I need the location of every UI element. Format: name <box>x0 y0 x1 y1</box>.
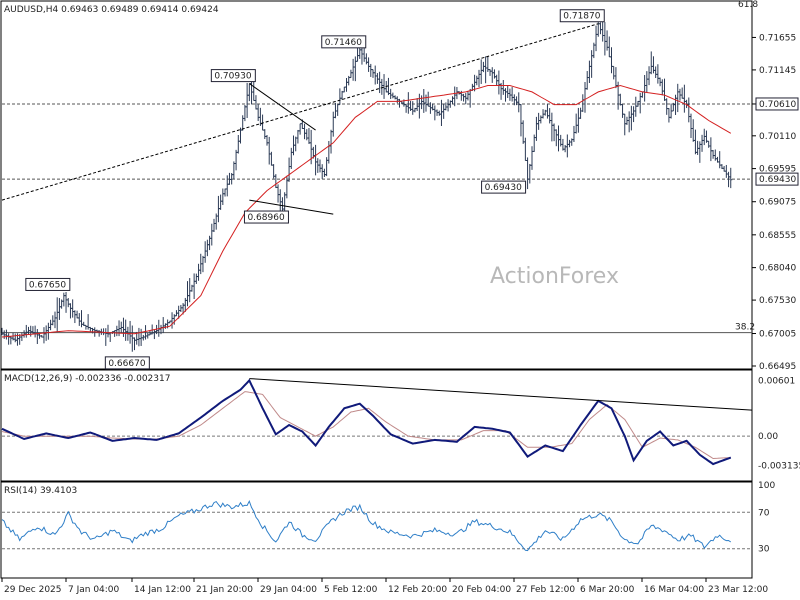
fib-61-8-label: 61.8 <box>738 0 758 10</box>
macd-tick-label-1: 0.00 <box>758 432 778 442</box>
price-annotation-box-1 <box>104 356 150 370</box>
x-tick-label-7: 20 Feb 04:00 <box>452 585 511 595</box>
macd-layer: 0.00601 0.00 -0.003135 <box>1 376 800 471</box>
macd-main-line <box>1 378 732 466</box>
x-tick-label-10: 16 Mar 04:00 <box>644 585 704 595</box>
macd-tick-label-2: -0.003135 <box>758 461 800 471</box>
price-annotation-label-0: 0.67650 <box>29 280 66 290</box>
x-tick-label-6: 12 Feb 20:00 <box>388 585 447 595</box>
price-panel-title: AUDUSD,H4 0.69463 0.69489 0.69414 0.6942… <box>4 5 219 15</box>
x-tick-label-11: 23 Mar 12:00 <box>708 585 768 595</box>
macd-panel-title: MACD(12,26,9) -0.002336 -0.002317 <box>4 374 170 384</box>
x-tick-label-1: 7 Jan 04:00 <box>68 585 120 595</box>
level-price-box-0 <box>755 97 799 111</box>
rsi-layer: 100 70 30 <box>1 481 775 555</box>
rsi-tick-label-1: 70 <box>758 508 770 518</box>
price-tick-label-5: 0.69075 <box>759 198 796 208</box>
price-annotation-label-5: 0.69430 <box>485 183 522 193</box>
rsi-line <box>1 499 732 552</box>
rsi-tick-label-0: 100 <box>758 481 775 491</box>
price-tick-label-0: 0.71655 <box>759 33 796 43</box>
level-price-box-1 <box>755 172 799 186</box>
price-panel-frame <box>0 0 753 370</box>
price-tick-label-3: 0.70110 <box>759 132 796 142</box>
price-annotation-box-2 <box>210 69 256 83</box>
x-tick-label-3: 21 Jan 20:00 <box>196 585 253 595</box>
price-tick-label-8: 0.67530 <box>759 296 796 306</box>
rsi-panel-title: RSI(14) 39.4103 <box>4 486 77 496</box>
x-axis: 29 Dec 2025 7 Jan 04:00 14 Jan 12:00 21 Jan… <box>1 578 768 595</box>
level-price-label-0: 0.70610 <box>759 100 796 110</box>
price-annotation-box-4 <box>321 35 367 49</box>
price-annotation-label-2: 0.70930 <box>214 72 251 82</box>
price-annotation-box-5 <box>481 180 527 194</box>
trendline-1 <box>249 83 316 131</box>
macd-trendline <box>249 378 753 411</box>
price-tick-label-1: 0.71145 <box>759 66 796 76</box>
price-annotation-label-1: 0.66670 <box>108 359 145 369</box>
price-tick-label-4: 0.69595 <box>759 165 796 175</box>
price-tick-label-7: 0.68040 <box>759 264 796 274</box>
price-annotation-box-3 <box>243 210 289 224</box>
price-annotation-label-3: 0.68960 <box>247 213 284 223</box>
watermark-text: ActionForex <box>490 264 619 289</box>
price-annotation-box-0 <box>25 277 71 291</box>
price-annotation-box-6 <box>559 9 605 23</box>
x-tick-label-5: 5 Feb 12:00 <box>324 585 378 595</box>
x-tick-label-9: 6 Mar 20:00 <box>580 585 635 595</box>
trendline-0 <box>1 23 599 201</box>
price-layer: 0.71655 0.71145 0.70610 0.70110 0.69595 0.690… <box>0 9 799 372</box>
price-annotation-label-6: 0.71870 <box>563 12 600 22</box>
rsi-panel-frame <box>0 481 753 579</box>
price-tick-label-6: 0.68555 <box>759 231 796 241</box>
fib-38-2-label: 38.2 <box>735 323 755 333</box>
x-tick-label-4: 29 Jan 04:00 <box>260 585 317 595</box>
macd-tick-label-0: 0.00601 <box>758 376 795 386</box>
price-annotation-label-4: 0.71460 <box>325 38 362 48</box>
moving-average-line <box>1 84 732 338</box>
macd-panel-frame <box>0 369 753 482</box>
x-tick-label-0: 29 Dec 2025 <box>4 585 62 595</box>
rsi-tick-label-2: 30 <box>758 545 770 555</box>
price-tick-label-10: 0.66495 <box>759 362 796 372</box>
level-price-label-1: 0.69430 <box>759 175 796 185</box>
x-tick-label-2: 14 Jan 12:00 <box>134 585 191 595</box>
x-tick-label-8: 27 Feb 12:00 <box>516 585 575 595</box>
price-tick-label-9: 0.67005 <box>759 330 796 340</box>
trendline-2 <box>249 199 334 215</box>
